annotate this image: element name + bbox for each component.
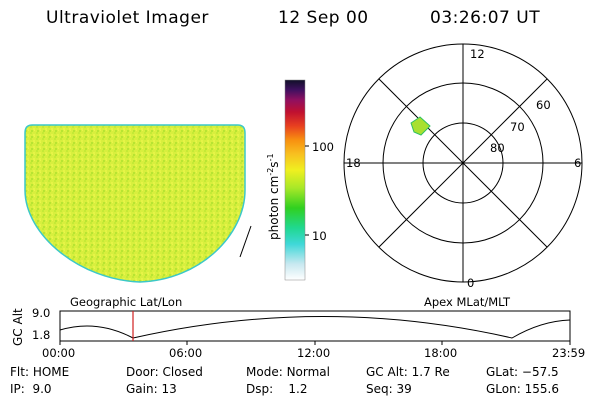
colorbar-unit-label: photon cm-2s-1 xyxy=(266,153,281,240)
observation-time: 03:26:07 UT xyxy=(430,8,541,28)
time-tick-1800: 18:00 xyxy=(424,346,458,360)
mlt-label-6: 6 xyxy=(574,156,582,170)
geographic-image xyxy=(24,124,246,283)
altitude-curve xyxy=(59,316,571,339)
status-door: Door: Closed xyxy=(126,365,203,379)
lat-label-60: 60 xyxy=(536,98,551,112)
geographic-panel-label: Geographic Lat/Lon xyxy=(70,295,183,309)
status-dsp: Dsp: 1.2 xyxy=(246,382,308,396)
status-gc-alt: GC Alt: 1.7 Re xyxy=(366,365,450,379)
altitude-ytick-9: 9.0 xyxy=(32,306,51,320)
orbit-track-segment xyxy=(239,225,252,258)
mlt-label-18: 18 xyxy=(346,156,361,170)
altitude-xticks xyxy=(59,341,571,345)
altitude-ytick-1-8: 1.8 xyxy=(32,328,51,342)
auroral-patch xyxy=(410,116,431,136)
mlt-label-12: 12 xyxy=(470,47,485,61)
time-tick-0600: 06:00 xyxy=(169,346,203,360)
status-mode: Mode: Normal xyxy=(246,365,330,379)
mlt-label-0: 0 xyxy=(467,276,475,290)
observation-date: 12 Sep 00 xyxy=(278,8,369,28)
polar-plot xyxy=(343,43,583,283)
status-gain: Gain: 13 xyxy=(126,382,177,396)
lat-label-80: 80 xyxy=(490,141,505,155)
status-flight: Flt: HOME xyxy=(10,365,70,379)
lat-label-70: 70 xyxy=(510,120,525,134)
altitude-plot-frame xyxy=(59,310,571,342)
status-glat: GLat: −57.5 xyxy=(486,365,559,379)
time-tick-1200: 12:00 xyxy=(297,346,331,360)
status-glon: GLon: 155.6 xyxy=(486,382,559,396)
time-tick-0000: 00:00 xyxy=(42,346,76,360)
colorbar-label-10: 10 xyxy=(312,229,327,243)
status-ip: IP: 9.0 xyxy=(10,382,52,396)
time-tick-2359: 23:59 xyxy=(552,346,586,360)
apex-panel-label: Apex MLat/MLT xyxy=(424,295,511,309)
instrument-title: Ultraviolet Imager xyxy=(46,8,209,28)
colorbar-label-100: 100 xyxy=(312,140,334,154)
altitude-ylabel: GC Alt xyxy=(11,308,25,346)
color-bar xyxy=(284,79,306,281)
status-seq: Seq: 39 xyxy=(366,382,412,396)
